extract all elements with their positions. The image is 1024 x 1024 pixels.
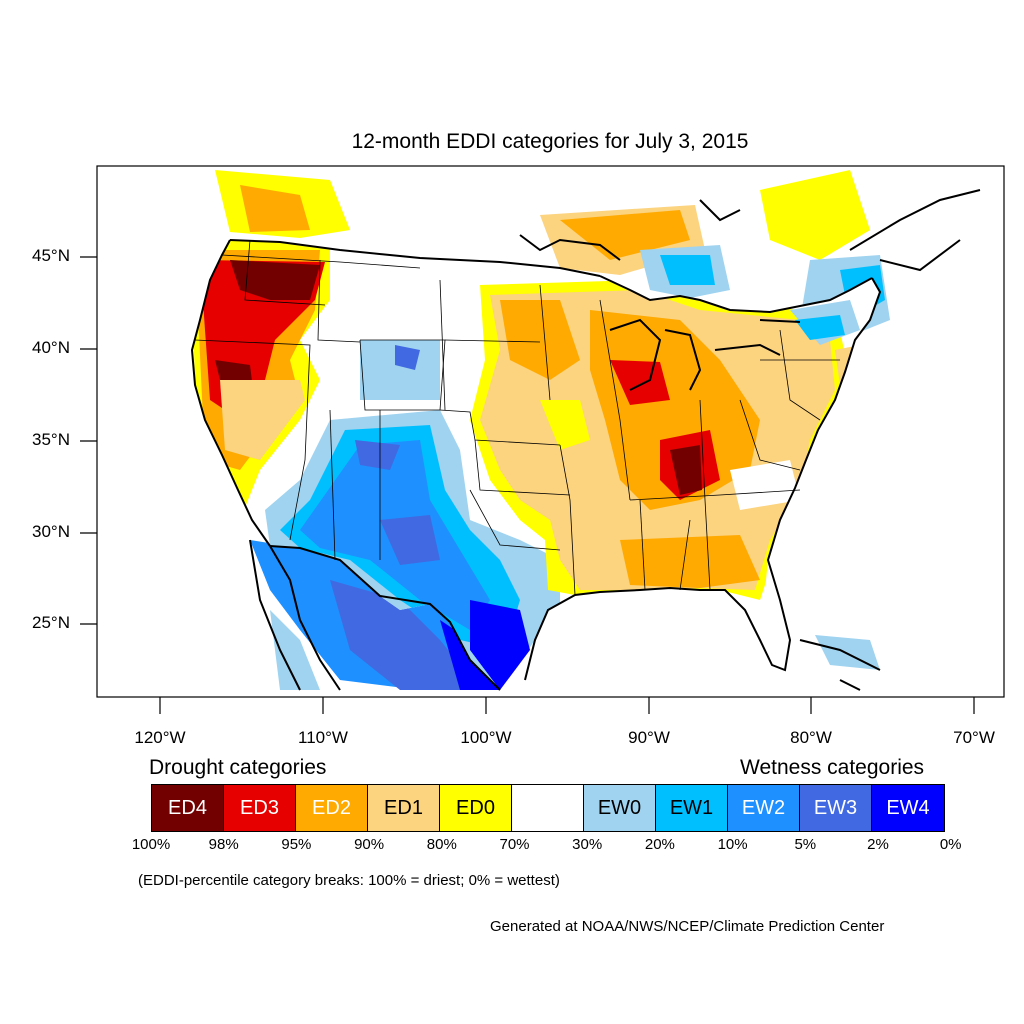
percentile-break-label: 90% <box>354 836 385 853</box>
legend-box-ew4: EW4 <box>872 785 944 831</box>
eddi-field <box>190 170 981 691</box>
percentile-break-label: 80% <box>426 836 457 853</box>
longitude-label-90w: 90°W <box>628 728 670 747</box>
longitude-label-70w: 70°W <box>953 728 995 747</box>
latitude-label-25n: 25°N <box>32 613 70 632</box>
legend-box-ed1: ED1 <box>368 785 440 831</box>
legend-box-ew1: EW1 <box>656 785 728 831</box>
percentile-break-label: 95% <box>281 836 312 853</box>
percentile-break-label: 2% <box>867 836 889 853</box>
percentile-break-label: 100% <box>131 836 171 853</box>
percentile-break-label: 20% <box>644 836 675 853</box>
legend-box-ew3: EW3 <box>800 785 872 831</box>
legend-box-ed0: ED0 <box>440 785 512 831</box>
latitude-label-45n: 45°N <box>32 246 70 265</box>
wetness-categories-heading: Wetness categories <box>740 756 925 779</box>
latitude-label-40n: 40°N <box>32 338 70 357</box>
category-breaks-note: (EDDI-percentile category breaks: 100% =… <box>138 872 560 889</box>
map-title: 12-month EDDI categories for July 3, 201… <box>351 130 749 153</box>
percentile-break-label: 98% <box>208 836 239 853</box>
percentile-break-label: 70% <box>499 836 530 853</box>
longitude-label-110w: 110°W <box>298 728 348 747</box>
percentile-break-label: 0% <box>939 836 962 853</box>
legend-box-neutral <box>512 785 584 831</box>
latitude-label-30n: 30°N <box>32 522 70 541</box>
longitude-label-120w: 120°W <box>134 728 186 747</box>
category-legend: ED4 ED3 ED2 ED1 ED0 EW0 EW1 EW2 EW3 EW4 <box>151 784 945 832</box>
percentile-break-label: 10% <box>717 836 748 853</box>
legend-box-ed4: ED4 <box>152 785 224 831</box>
longitude-label-100w: 100°W <box>460 728 512 747</box>
legend-box-ed2: ED2 <box>296 785 368 831</box>
latitude-label-35n: 35°N <box>32 430 70 449</box>
drought-categories-heading: Drought categories <box>149 756 327 779</box>
percentile-break-label: 5% <box>794 836 817 853</box>
legend-box-ew0: EW0 <box>584 785 656 831</box>
longitude-label-80w: 80°W <box>790 728 832 747</box>
legend-box-ed3: ED3 <box>224 785 296 831</box>
credit-line: Generated at NOAA/NWS/NCEP/Climate Predi… <box>490 918 885 935</box>
legend-box-ew2: EW2 <box>728 785 800 831</box>
percentile-break-label: 30% <box>572 836 603 853</box>
